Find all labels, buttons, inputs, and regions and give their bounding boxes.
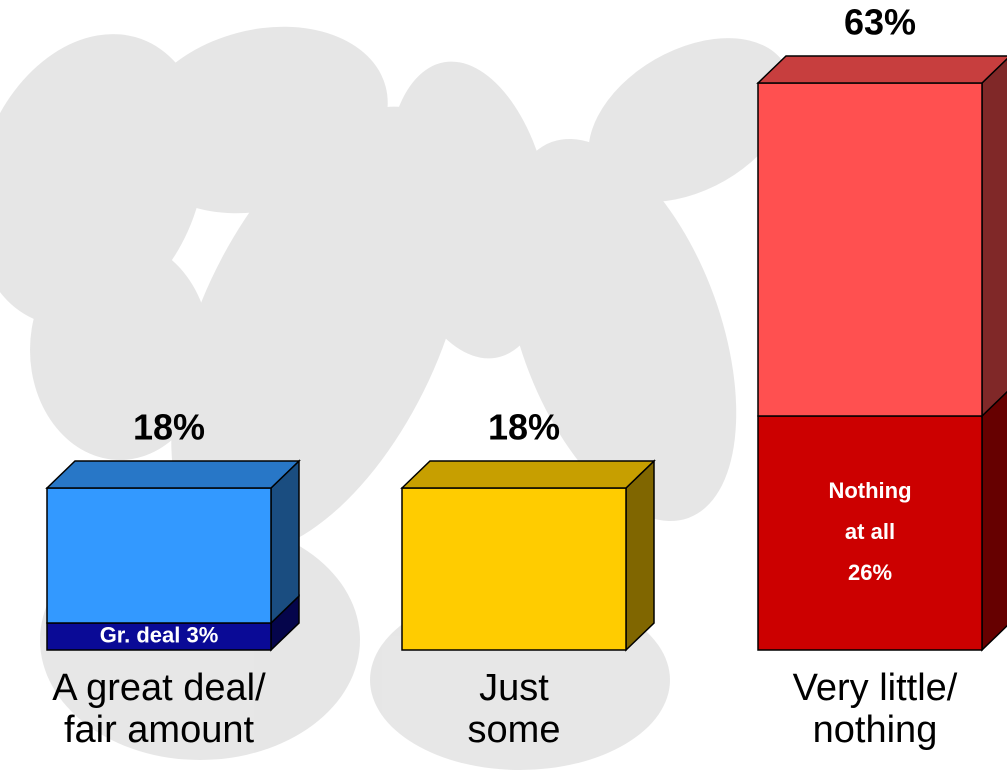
total-label: 63% [844,2,916,43]
bar [47,488,271,623]
x-tick-label: some [468,709,561,751]
bar-top [47,461,299,488]
bar-top [402,461,654,488]
chart: Gr. deal 3% 18% A great deal/fair amount 18… [0,0,1007,772]
x-tick-label: Very little/ [793,667,958,709]
total-label: 18% [488,407,560,448]
page: {"chart_data": { "type": "bar3d", "categ… [0,0,1007,772]
bar [402,488,626,650]
x-tick-label: fair amount [64,709,255,751]
bar [758,83,982,416]
x-tick-label: Just [479,667,549,709]
x-tick-label: A great deal/ [52,667,266,709]
bar-side [626,461,654,650]
bar-side [982,56,1007,416]
background [0,0,820,770]
segment-label: Nothing [828,478,911,503]
total-label: 18% [133,407,205,448]
segment-label: Gr. deal 3% [100,622,219,647]
segment-label: at all [845,519,895,544]
bar-top [758,56,1007,83]
segment-label: 26% [848,560,892,585]
bar-side [271,461,299,623]
x-tick-label: nothing [813,709,938,751]
bar-side [982,389,1007,650]
